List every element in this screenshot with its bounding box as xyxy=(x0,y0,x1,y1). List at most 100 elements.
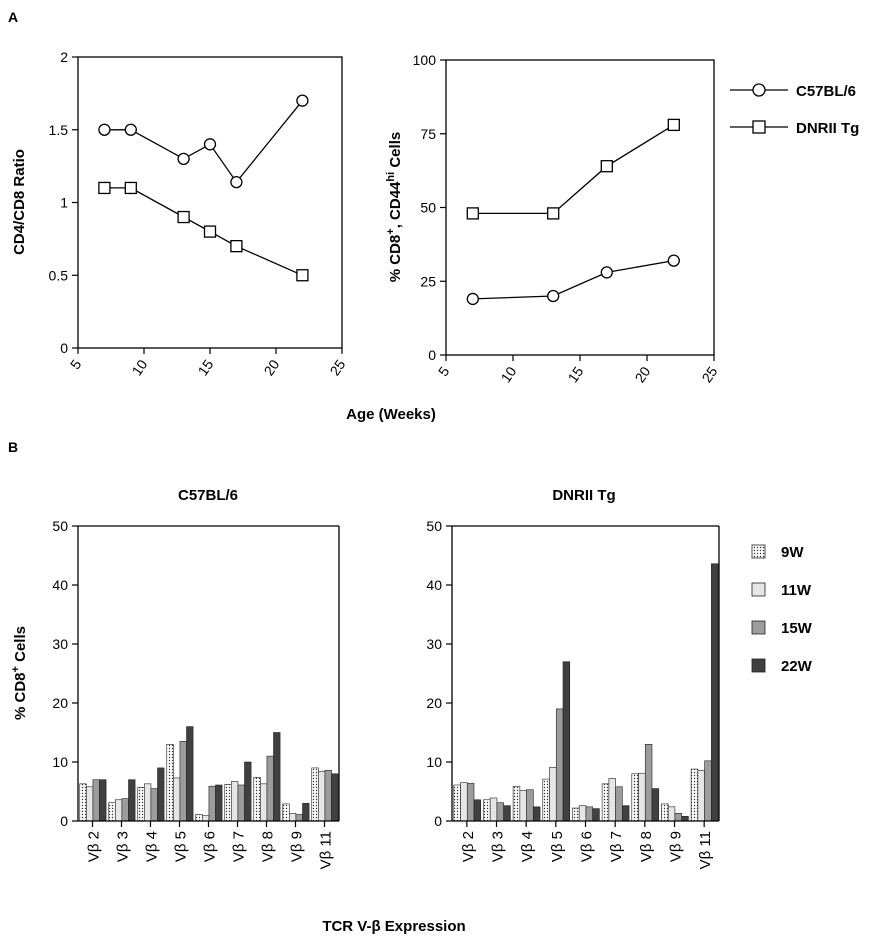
data-point-square xyxy=(667,118,680,132)
bar-11W xyxy=(115,799,123,822)
series-line xyxy=(472,124,675,215)
y-tick-label: 25 xyxy=(420,273,436,289)
bar-22W xyxy=(302,802,310,822)
legend-label: 9W xyxy=(781,544,804,561)
y-tick-label: 0 xyxy=(60,340,68,356)
y-tick-label: 40 xyxy=(426,577,442,593)
bar-9W xyxy=(282,803,290,822)
data-point-square xyxy=(600,160,613,173)
bar-22W xyxy=(273,732,281,822)
bar-9W xyxy=(453,784,461,822)
bar-22W xyxy=(244,761,252,822)
axis-title-part: Cells xyxy=(12,626,29,666)
data-point-circle xyxy=(547,289,560,303)
y-tick-label: 0 xyxy=(434,813,442,829)
y-tick-label: 20 xyxy=(426,695,442,711)
category-label: Vβ 7 xyxy=(231,831,248,862)
bar-22W xyxy=(681,815,689,822)
axis-title-part: % CD8 xyxy=(12,672,29,720)
bar-11W xyxy=(519,790,527,822)
y-tick-label: 0 xyxy=(60,813,68,829)
axis-title-superscript: hi xyxy=(385,172,397,182)
category-label: Vβ 9 xyxy=(289,831,306,862)
y-tick-label: 20 xyxy=(52,695,68,711)
data-point-square xyxy=(296,269,309,282)
y-tick-label: 100 xyxy=(413,52,437,68)
legend-swatch xyxy=(751,582,766,597)
bar-9W xyxy=(253,777,261,822)
bar-11W xyxy=(173,777,181,822)
legend-swatch xyxy=(751,620,766,635)
bar-9W xyxy=(661,803,669,822)
bar-9W xyxy=(512,785,521,822)
bar-15W xyxy=(208,785,216,822)
bar-22W xyxy=(533,806,541,822)
y-tick-label: 50 xyxy=(426,518,442,534)
bar-15W xyxy=(121,798,129,822)
bar-11W xyxy=(144,783,152,822)
bar-15W xyxy=(466,782,475,822)
bar-15W xyxy=(644,743,653,822)
axis-title-superscript: + xyxy=(385,228,397,234)
bar-11W xyxy=(697,769,705,822)
legend-swatch xyxy=(751,658,766,673)
axis-title-part: % CD8 xyxy=(387,235,404,283)
bar-9W xyxy=(137,787,145,822)
x-tick-label: 20 xyxy=(631,363,653,385)
category-label: Vβ 3 xyxy=(115,831,132,862)
y-tick-label: 2 xyxy=(60,49,68,65)
data-point-circle xyxy=(230,175,243,189)
chart-title: C57BL/6 xyxy=(178,487,238,504)
bar-11W xyxy=(318,771,326,822)
y-tick-label: 50 xyxy=(420,200,436,216)
series-line xyxy=(104,187,303,276)
data-point-circle xyxy=(600,266,613,279)
bar-15W xyxy=(704,760,712,822)
category-label: Vβ 7 xyxy=(608,831,625,862)
plot-frame xyxy=(445,59,715,356)
bar-15W xyxy=(496,802,504,822)
bar-15W xyxy=(92,779,100,822)
series-line xyxy=(472,259,674,300)
category-label: Vβ 5 xyxy=(549,831,566,862)
y-axis-title: CD4/CD8 Ratio xyxy=(11,149,28,255)
bar-22W xyxy=(622,805,630,822)
bar-9W xyxy=(690,768,699,822)
x-tick-label: 20 xyxy=(260,356,282,378)
legend-label: C57BL/6 xyxy=(796,83,856,100)
category-label: Vβ 11 xyxy=(318,831,335,869)
y-tick-label: 30 xyxy=(52,636,68,652)
axis-title-part: Cells xyxy=(387,132,404,172)
x-tick-label: 15 xyxy=(194,356,216,378)
data-point-circle xyxy=(98,123,111,136)
bar-11W xyxy=(489,797,498,822)
bar-15W xyxy=(674,813,682,822)
shared-x-axis-title-top: Age (Weeks) xyxy=(346,406,436,423)
bar-9W xyxy=(166,743,174,822)
y-tick-label: 1.5 xyxy=(49,122,69,138)
axis-title-superscript: + xyxy=(10,666,22,672)
data-point-square xyxy=(547,207,560,220)
bar-22W xyxy=(473,799,482,822)
bar-22W xyxy=(503,805,511,822)
legend-marker-square xyxy=(752,120,766,134)
bar-15W xyxy=(555,708,564,822)
data-point-square xyxy=(177,210,190,224)
category-label: Vβ 3 xyxy=(490,831,507,862)
shared-x-axis-title-bottom: TCR V-β Expression xyxy=(322,918,465,935)
bar-11W xyxy=(289,813,297,822)
data-point-circle xyxy=(466,292,479,306)
bar-11W xyxy=(638,772,646,822)
bar-11W xyxy=(608,778,616,822)
y-tick-label: 75 xyxy=(420,126,436,142)
legend-swatch xyxy=(751,544,766,559)
bar-9W xyxy=(542,778,550,822)
y-tick-label: 30 xyxy=(426,636,442,652)
bar-15W xyxy=(526,789,534,822)
bar-9W xyxy=(195,814,203,822)
y-axis-title: % CD8+, CD44hi Cells xyxy=(385,132,404,282)
bar-11W xyxy=(86,786,94,822)
bar-15W xyxy=(150,788,158,822)
bar-9W xyxy=(108,802,116,822)
category-label: Vβ 6 xyxy=(579,831,596,862)
